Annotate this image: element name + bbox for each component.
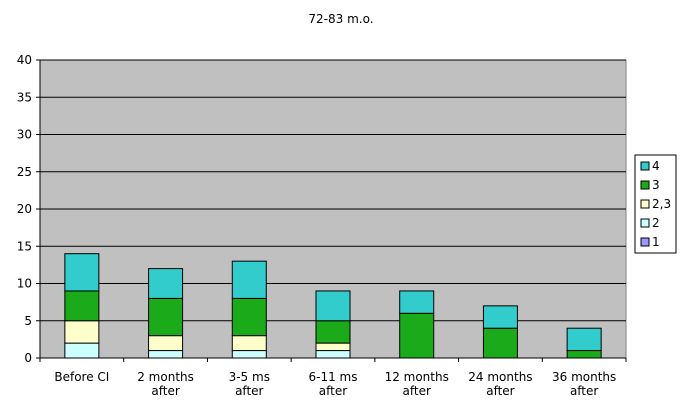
x-category-label: 24 months [468,370,532,384]
legend-swatch [640,218,650,228]
bar-segment [64,320,100,344]
bar-segment [482,327,518,359]
x-category-label: 6-11 ms [309,370,358,384]
bar-segment [566,350,602,359]
x-category-label: 36 months [552,370,616,384]
bar-segment [148,268,184,299]
y-tick-label: 20 [17,202,32,216]
gridlines [40,59,626,322]
legend-swatch [640,180,650,190]
bar-segment [315,290,351,322]
bar-segment [231,350,267,359]
bar-segment [566,327,602,352]
y-tick-label: 40 [17,53,32,67]
bar-segment [231,297,267,337]
x-category-label: after [403,384,431,398]
legend-label: 2,3 [652,197,671,211]
x-category-label: 12 months [385,370,449,384]
bar-segment [231,260,267,299]
bar-segment [64,290,100,322]
legend-label: 3 [652,178,660,192]
bar-segment [399,312,435,359]
y-axis-ticks: 0 5 10 15 20 25 30 35 40 [17,53,40,365]
bar-segment [315,320,351,344]
y-tick-label: 30 [17,128,32,142]
y-tick-label: 0 [24,351,32,365]
legend-label: 2 [652,216,660,230]
y-tick-label: 35 [17,90,32,104]
x-category-label: after [319,384,347,398]
bar-segment [64,253,100,292]
bar-segment [231,335,267,352]
x-category-label: after [235,384,263,398]
x-category-label: after [151,384,179,398]
bars [64,253,602,359]
legend-label: 1 [652,235,660,249]
x-category-label: after [570,384,598,398]
bar-segment [482,305,518,329]
bar-segment [399,290,435,314]
y-tick-label: 25 [17,165,32,179]
bar-segment [148,350,184,359]
legend-swatch [640,161,650,171]
x-category-label: after [486,384,514,398]
bar-segment [315,350,351,359]
bar-segment [315,342,351,352]
bar-segment [148,297,184,337]
x-category-label: Before CI [54,370,109,384]
y-tick-label: 15 [17,239,32,253]
chart-title: 72-83 m.o. [308,12,373,26]
bar-segment [64,342,100,359]
x-category-label: 2 months [137,370,194,384]
legend-swatch [640,199,650,209]
y-tick-label: 10 [17,277,32,291]
y-tick-label: 5 [24,314,32,328]
legend-swatch [640,237,650,247]
legend: 4 3 2,3 2 1 [634,154,677,254]
bar-segment [148,335,184,352]
legend-label: 4 [652,159,660,173]
x-category-label: 3-5 ms [229,370,270,384]
